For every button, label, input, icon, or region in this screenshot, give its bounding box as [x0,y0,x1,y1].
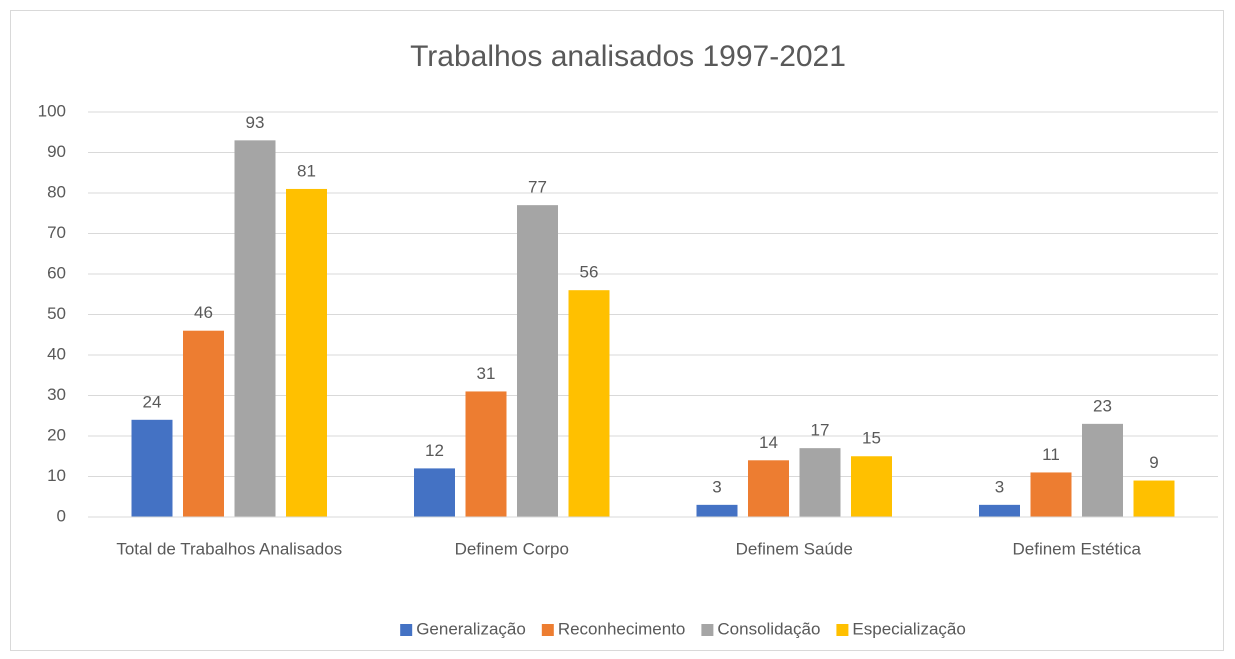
x-tick-label: Definem Estética [1013,539,1142,558]
y-tick-label: 100 [38,101,66,120]
y-tick-label: 60 [47,263,66,282]
data-label: 46 [194,303,213,322]
bar [799,448,841,517]
y-tick-label: 10 [47,466,66,485]
legend-label: Especialização [852,619,965,638]
data-label: 12 [425,441,444,460]
bar [517,205,558,517]
y-tick-label: 0 [57,506,66,525]
bar [414,468,455,517]
bar [286,188,327,517]
bar [979,504,1020,517]
data-label: 56 [580,263,599,282]
bar [568,290,610,517]
data-label: 93 [246,113,265,132]
y-tick-label: 40 [47,344,66,363]
bar [748,460,789,517]
legend-swatch [541,624,554,636]
bar [131,419,173,517]
bar [183,330,224,517]
x-tick-label: Definem Saúde [736,539,853,558]
bar [465,391,507,517]
legend-swatch [400,624,413,636]
data-label: 14 [759,433,778,452]
data-label: 15 [862,429,881,448]
bar [1133,480,1175,517]
legend-label: Reconhecimento [558,619,686,638]
legend-label: Consolidação [717,619,820,638]
data-label: 81 [297,161,316,180]
bar [234,140,276,517]
data-label: 24 [143,392,162,411]
y-tick-label: 30 [47,385,66,404]
data-label: 77 [528,178,547,197]
legend-label: Generalização [416,619,526,638]
y-tick-label: 70 [47,223,66,242]
x-tick-label: Definem Corpo [455,539,569,558]
bar [1082,423,1123,517]
legend-swatch [701,624,714,636]
bar [696,504,738,517]
legend-swatch [836,624,849,636]
data-label: 17 [811,421,830,440]
data-label: 31 [477,364,496,383]
y-tick-label: 20 [47,425,66,444]
y-tick-label: 50 [47,304,66,323]
data-label: 11 [1042,445,1060,464]
chart-border [10,10,1224,651]
chart-title: Trabalhos analisados 1997-2021 [410,40,846,73]
bar [1030,472,1072,517]
data-label: 9 [1149,453,1158,472]
y-tick-label: 90 [47,142,66,161]
x-tick-label: Total de Trabalhos Analisados [116,539,342,558]
data-label: 23 [1093,396,1112,415]
data-label: 3 [712,477,721,496]
y-tick-label: 80 [47,182,66,201]
bar [851,456,892,517]
data-label: 3 [995,477,1004,496]
